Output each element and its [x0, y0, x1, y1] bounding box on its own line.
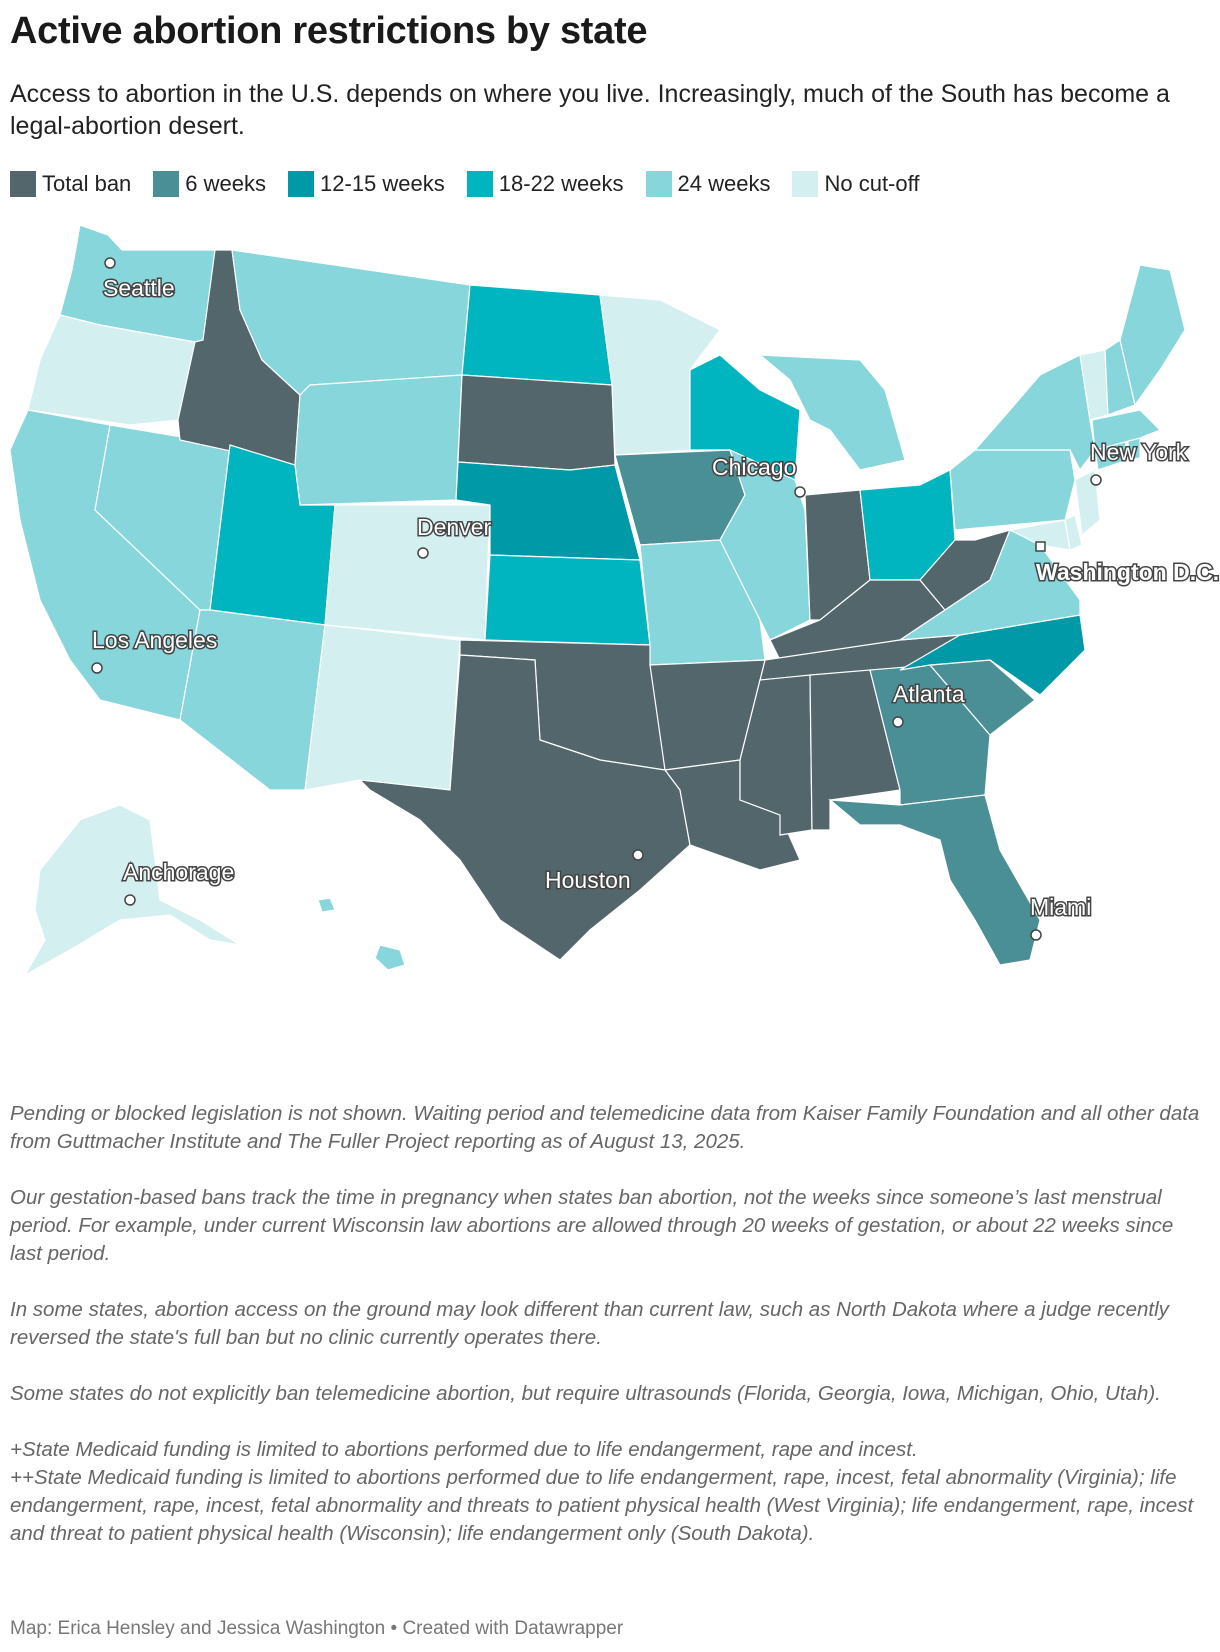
note-paragraph: +State Medicaid funding is limited to ab…	[10, 1438, 918, 1461]
city-label: Seattle	[103, 275, 175, 301]
state-florida[interactable]	[828, 794, 1041, 966]
city-houston: Houston	[544, 849, 644, 895]
city-label: Anchorage	[123, 859, 234, 885]
city-label: Atlanta	[893, 681, 965, 707]
legend-label: 6 weeks	[185, 171, 267, 196]
city-marker	[417, 547, 429, 559]
state-texas[interactable]	[358, 654, 691, 961]
legend-swatch	[10, 171, 36, 197]
state-hawaii[interactable]	[317, 897, 336, 913]
legend-label: 12-15 weeks	[320, 171, 445, 196]
chart-subtitle: Access to abortion in the U.S. depends o…	[10, 80, 1170, 140]
city-atlanta: Atlanta	[892, 680, 966, 728]
state-wyoming[interactable]	[294, 374, 463, 506]
city-marker	[1035, 541, 1046, 552]
legend-swatch	[645, 171, 672, 197]
city-label: Denver	[417, 514, 491, 540]
legend: Total ban 6 weeks 12-15 weeks 18-22 week…	[10, 171, 941, 197]
legend-item-total-ban: Total ban	[10, 171, 131, 197]
city-label: Los Angeles	[92, 627, 217, 653]
city-marker	[1090, 474, 1102, 486]
city-marker	[632, 849, 644, 861]
city-label: Miami	[1030, 894, 1091, 920]
note-paragraph: Some states do not explicitly ban teleme…	[10, 1382, 1161, 1405]
city-marker	[1030, 929, 1042, 941]
footnotes: Pending or blocked legislation is not sh…	[10, 1100, 1210, 1548]
legend-label: Total ban	[42, 171, 132, 196]
state-kansas[interactable]	[484, 554, 651, 646]
state-south-dakota[interactable]	[457, 374, 616, 471]
legend-swatch	[792, 171, 819, 197]
city-marker	[124, 894, 136, 906]
legend-label: 24 weeks	[677, 171, 771, 196]
note-paragraph: ++State Medicaid funding is limited to a…	[10, 1466, 1194, 1545]
legend-swatch	[466, 171, 493, 197]
state-michigan[interactable]	[758, 354, 906, 471]
city-marker	[91, 662, 103, 674]
city-label: New York	[1090, 439, 1188, 465]
city-denver: Denver	[416, 513, 493, 559]
legend-item-18-22-weeks: 18-22 weeks	[466, 171, 624, 197]
legend-label: 18-22 weeks	[498, 171, 624, 196]
city-label: Washington D.C.	[1036, 559, 1219, 585]
city-chicago: Chicago	[711, 453, 806, 498]
city-marker	[104, 257, 116, 269]
state-wisconsin[interactable]	[689, 354, 801, 481]
legend-swatch	[288, 171, 315, 197]
us-states-map: Seattle Denver Chicago New York Washingt…	[9, 224, 1220, 977]
state-new-jersey[interactable]	[1074, 469, 1101, 537]
state-hawaii-big-island[interactable]	[374, 944, 406, 971]
state-pennsylvania[interactable]	[949, 449, 1076, 531]
note-paragraph: Pending or blocked legislation is not sh…	[10, 1102, 1200, 1153]
city-marker	[794, 486, 806, 498]
note-paragraph: In some states, abortion access on the g…	[10, 1298, 1169, 1349]
city-label: Houston	[545, 867, 631, 893]
legend-item-no-cutoff: No cut-off	[792, 171, 919, 197]
legend-item-6-weeks: 6 weeks	[153, 171, 266, 197]
state-alaska[interactable]	[23, 804, 241, 977]
city-los-angeles: Los Angeles	[91, 626, 219, 674]
state-north-dakota[interactable]	[461, 284, 613, 386]
state-massachusetts[interactable]	[1091, 409, 1162, 451]
city-anchorage: Anchorage	[122, 858, 236, 906]
city-seattle: Seattle	[102, 257, 176, 303]
credit-line: Map: Erica Hensley and Jessica Washingto…	[10, 1618, 624, 1639]
legend-swatch	[153, 171, 180, 197]
city-marker	[892, 716, 904, 728]
state-oregon[interactable]	[27, 314, 196, 426]
city-new-york: New York	[1089, 438, 1189, 486]
legend-label: No cut-off	[824, 171, 920, 196]
note-paragraph: Our gestation-based bans track the time …	[10, 1186, 1174, 1265]
legend-item-12-15-weeks: 12-15 weeks	[288, 171, 445, 197]
state-maine[interactable]	[1119, 264, 1186, 407]
city-label: Chicago	[712, 454, 796, 480]
state-new-mexico[interactable]	[304, 624, 461, 791]
city-washington-dc: Washington D.C.	[1035, 541, 1220, 587]
legend-item-24-weeks: 24 weeks	[645, 171, 771, 197]
state-delaware[interactable]	[1064, 514, 1083, 551]
chart-title: Active abortion restrictions by state	[10, 10, 648, 52]
city-miami: Miami	[1029, 893, 1093, 941]
